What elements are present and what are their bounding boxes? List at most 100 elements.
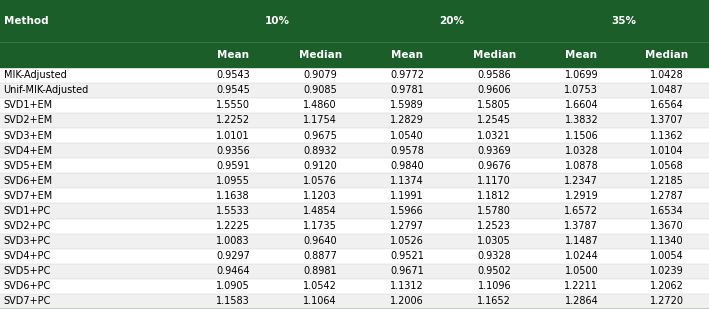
Bar bbox=[624, 143, 709, 158]
Text: 1.2523: 1.2523 bbox=[477, 221, 511, 231]
Text: 0.9297: 0.9297 bbox=[216, 251, 250, 261]
Text: 1.0321: 1.0321 bbox=[477, 131, 511, 141]
Bar bbox=[364, 98, 450, 113]
Bar bbox=[364, 143, 450, 158]
Bar bbox=[624, 203, 709, 218]
Bar bbox=[0, 128, 191, 143]
Bar bbox=[0, 188, 191, 203]
Bar bbox=[0, 0, 191, 41]
Text: 0.9781: 0.9781 bbox=[390, 85, 424, 95]
Bar bbox=[364, 41, 450, 68]
Text: 0.9840: 0.9840 bbox=[391, 161, 424, 171]
Bar bbox=[191, 173, 276, 188]
Text: 1.5533: 1.5533 bbox=[216, 206, 250, 216]
Text: 0.8981: 0.8981 bbox=[303, 266, 337, 276]
Bar bbox=[0, 41, 191, 68]
Text: 1.0500: 1.0500 bbox=[564, 266, 598, 276]
Text: 1.0239: 1.0239 bbox=[649, 266, 683, 276]
Bar bbox=[539, 234, 624, 249]
Bar bbox=[539, 188, 624, 203]
Text: 1.0568: 1.0568 bbox=[649, 161, 683, 171]
Text: 1.1652: 1.1652 bbox=[477, 296, 511, 307]
Bar bbox=[191, 128, 276, 143]
Text: 0.9545: 0.9545 bbox=[216, 85, 250, 95]
Text: 1.0428: 1.0428 bbox=[649, 70, 683, 80]
Text: 1.0753: 1.0753 bbox=[564, 85, 598, 95]
Bar bbox=[624, 128, 709, 143]
Bar bbox=[0, 83, 191, 98]
Bar bbox=[364, 0, 539, 41]
Text: 1.5966: 1.5966 bbox=[390, 206, 424, 216]
Text: 1.1735: 1.1735 bbox=[303, 221, 337, 231]
Text: 1.0542: 1.0542 bbox=[303, 281, 337, 291]
Text: 1.2252: 1.2252 bbox=[216, 116, 250, 125]
Text: 0.9328: 0.9328 bbox=[477, 251, 511, 261]
Bar bbox=[539, 173, 624, 188]
Text: Unif-MIK-Adjusted: Unif-MIK-Adjusted bbox=[4, 85, 89, 95]
Text: 0.9085: 0.9085 bbox=[303, 85, 337, 95]
Bar bbox=[624, 173, 709, 188]
Text: 1.2185: 1.2185 bbox=[649, 176, 683, 186]
Bar bbox=[0, 143, 191, 158]
Text: 1.5989: 1.5989 bbox=[390, 100, 424, 110]
Bar bbox=[624, 294, 709, 309]
Bar bbox=[276, 249, 364, 264]
Bar bbox=[450, 41, 539, 68]
Text: SVD1+EM: SVD1+EM bbox=[4, 100, 52, 110]
Bar bbox=[191, 83, 276, 98]
Text: 0.8877: 0.8877 bbox=[303, 251, 337, 261]
Text: 1.2797: 1.2797 bbox=[390, 221, 424, 231]
Text: 1.2919: 1.2919 bbox=[564, 191, 598, 201]
Bar bbox=[276, 173, 364, 188]
Text: 1.2864: 1.2864 bbox=[564, 296, 598, 307]
Bar bbox=[450, 83, 539, 98]
Text: 1.1812: 1.1812 bbox=[477, 191, 511, 201]
Bar bbox=[276, 68, 364, 83]
Bar bbox=[624, 158, 709, 173]
Bar bbox=[450, 113, 539, 128]
Bar bbox=[191, 249, 276, 264]
Text: 20%: 20% bbox=[440, 16, 464, 26]
Bar bbox=[364, 264, 450, 279]
Text: 1.4860: 1.4860 bbox=[303, 100, 337, 110]
Bar bbox=[276, 128, 364, 143]
Bar bbox=[191, 264, 276, 279]
Text: 0.9676: 0.9676 bbox=[477, 161, 511, 171]
Bar bbox=[0, 234, 191, 249]
Text: 1.1064: 1.1064 bbox=[303, 296, 337, 307]
Bar bbox=[276, 264, 364, 279]
Text: 1.2787: 1.2787 bbox=[649, 191, 683, 201]
Text: 1.1487: 1.1487 bbox=[564, 236, 598, 246]
Text: SVD2+PC: SVD2+PC bbox=[4, 221, 51, 231]
Bar bbox=[276, 203, 364, 218]
Text: 0.9675: 0.9675 bbox=[303, 131, 337, 141]
Text: SVD7+EM: SVD7+EM bbox=[4, 191, 52, 201]
Bar bbox=[191, 279, 276, 294]
Bar bbox=[539, 98, 624, 113]
Text: 0.9591: 0.9591 bbox=[216, 161, 250, 171]
Text: 0.9464: 0.9464 bbox=[216, 266, 250, 276]
Bar bbox=[276, 294, 364, 309]
Bar bbox=[364, 188, 450, 203]
Bar bbox=[539, 158, 624, 173]
Text: 1.1340: 1.1340 bbox=[649, 236, 683, 246]
Text: Median: Median bbox=[298, 50, 342, 60]
Text: 1.0054: 1.0054 bbox=[649, 251, 683, 261]
Text: 1.2225: 1.2225 bbox=[216, 221, 250, 231]
Text: 1.3707: 1.3707 bbox=[649, 116, 683, 125]
Bar bbox=[0, 203, 191, 218]
Text: 1.5805: 1.5805 bbox=[477, 100, 511, 110]
Text: 1.0526: 1.0526 bbox=[390, 236, 424, 246]
Bar bbox=[450, 188, 539, 203]
Text: 1.2720: 1.2720 bbox=[649, 296, 683, 307]
Bar bbox=[191, 98, 276, 113]
Bar bbox=[364, 234, 450, 249]
Bar bbox=[276, 113, 364, 128]
Text: 0.8932: 0.8932 bbox=[303, 146, 337, 156]
Bar bbox=[450, 203, 539, 218]
Text: 10%: 10% bbox=[265, 16, 290, 26]
Bar bbox=[0, 218, 191, 234]
Bar bbox=[450, 143, 539, 158]
Text: 1.5550: 1.5550 bbox=[216, 100, 250, 110]
Bar bbox=[450, 68, 539, 83]
